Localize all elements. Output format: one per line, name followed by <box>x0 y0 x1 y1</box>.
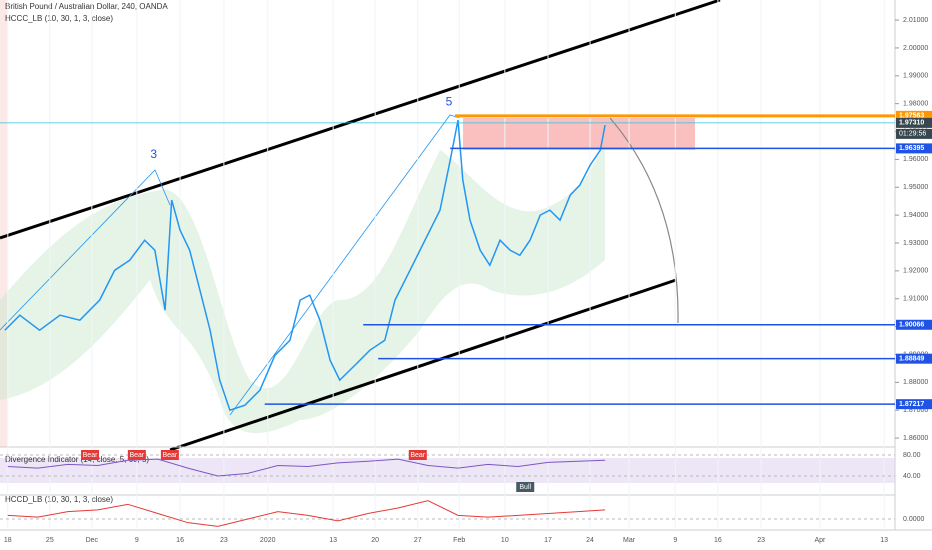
chart-title: British Pound / Australian Dollar, 240, … <box>5 2 168 11</box>
price-tag <box>896 319 932 330</box>
x-tick-label: Dec <box>86 537 99 544</box>
price-tag <box>896 110 932 121</box>
y-tick-label: 0.0000 <box>903 516 925 523</box>
indicator-label: Divergence Indicator (14, close, 5, 60, … <box>5 455 149 464</box>
price-tag <box>896 399 932 410</box>
price-tag <box>896 143 932 154</box>
price-label: 1.96395 <box>899 145 924 152</box>
x-tick-label: 17 <box>544 537 552 544</box>
band-area <box>0 140 605 434</box>
x-tick-label: 20 <box>371 537 379 544</box>
signal-tag <box>160 450 179 460</box>
x-tick-label: 16 <box>714 537 722 544</box>
price-line <box>4 119 606 412</box>
y-tick-label: 2.00000 <box>903 45 928 52</box>
x-tick-label: 24 <box>586 537 594 544</box>
x-tick-label: 16 <box>176 537 184 544</box>
y-tick-label: 40.00 <box>903 473 921 480</box>
x-tick-label: 13 <box>329 537 337 544</box>
price-tag <box>896 353 932 364</box>
y-tick-label: 1.98000 <box>903 101 928 108</box>
y-tick-label: 1.92000 <box>903 268 928 275</box>
wave-line <box>0 169 171 331</box>
oscillator-line <box>7 500 606 527</box>
x-tick-label: 23 <box>220 537 228 544</box>
x-tick-label: 23 <box>757 537 765 544</box>
x-tick-label: 13 <box>880 537 888 544</box>
signal-tag <box>127 450 146 460</box>
price-label: 1.97310 <box>899 120 924 127</box>
price-label: 1.87217 <box>899 401 924 408</box>
indicator-label: HCCC_LB (10, 30, 1, 3, close) <box>5 14 113 23</box>
y-tick-label: 1.95000 <box>903 184 928 191</box>
x-tick-label: 18 <box>4 537 12 544</box>
y-tick-label: 1.93000 <box>903 240 928 247</box>
signal-label: Bull <box>519 484 531 491</box>
signal-label: Bear <box>129 452 144 459</box>
x-tick-label: 10 <box>501 537 509 544</box>
x-tick-label: 25 <box>46 537 54 544</box>
y-tick-label: 1.99000 <box>903 73 928 80</box>
y-tick-label: 80.00 <box>903 452 921 459</box>
price-label: 1.90066 <box>899 322 924 329</box>
oscillator-band <box>0 458 895 483</box>
price-tag <box>896 117 932 128</box>
wave-label: 5 <box>446 94 453 108</box>
wave-label: 3 <box>150 147 157 161</box>
arc <box>609 117 679 324</box>
x-tick-label: 9 <box>135 537 139 544</box>
y-tick-label: 1.87000 <box>903 407 928 414</box>
signal-label: Bear <box>83 452 98 459</box>
y-tick-label: 1.94000 <box>903 212 928 219</box>
signal-tag <box>516 482 535 492</box>
x-tick-label: 2020 <box>260 537 276 544</box>
y-tick-label: 1.88000 <box>903 379 928 386</box>
y-tick-label: 1.86000 <box>903 435 928 442</box>
signal-label: Bear <box>410 452 425 459</box>
indicator-label: HCCD_LB (10, 30, 1, 3, close) <box>5 495 113 504</box>
left-strip <box>0 0 7 447</box>
channel-lower <box>169 278 677 452</box>
countdown: 01:29:56 <box>899 131 926 138</box>
target-zone <box>463 118 695 150</box>
x-tick-label: Feb <box>453 537 465 544</box>
signal-label: Bear <box>162 452 177 459</box>
signal-tag <box>81 450 100 460</box>
x-tick-label: Mar <box>623 537 636 544</box>
x-tick-label: Apr <box>815 537 827 544</box>
price-label: 1.88849 <box>899 356 924 363</box>
signal-tag <box>408 450 427 460</box>
x-tick-label: 9 <box>673 537 677 544</box>
countdown-tag <box>896 128 932 139</box>
y-tick-label: 1.91000 <box>903 296 928 303</box>
y-tick-label: 2.01000 <box>903 17 928 24</box>
oscillator-line <box>7 458 606 477</box>
channel-upper <box>0 0 721 240</box>
y-tick-label: 1.96000 <box>903 156 928 163</box>
x-tick-label: 27 <box>414 537 422 544</box>
price-label: 1.97563 <box>899 113 924 120</box>
